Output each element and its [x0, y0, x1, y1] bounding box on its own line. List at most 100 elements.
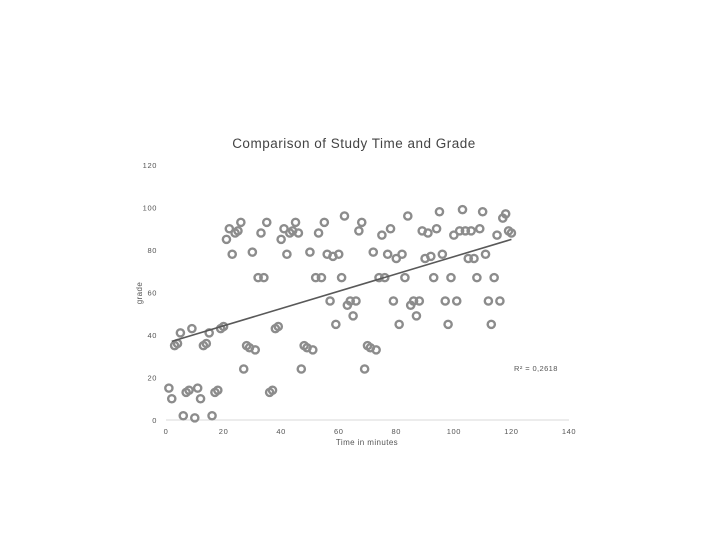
data-point: [178, 410, 189, 421]
data-point: [261, 217, 272, 228]
data-point: [201, 338, 212, 349]
data-point: [305, 247, 315, 257]
data-point: [356, 217, 367, 228]
data-point: [192, 383, 203, 393]
data-point: [469, 253, 479, 264]
data-point: [460, 226, 471, 236]
data-point: [480, 249, 491, 260]
y-tick-label: 60: [147, 289, 157, 298]
x-tick-label: 0: [164, 427, 169, 436]
data-point: [195, 393, 206, 404]
data-point: [175, 328, 186, 338]
trendline: [171, 238, 512, 343]
data-point: [474, 223, 485, 234]
data-point: [164, 383, 174, 393]
x-axis-label: Time in minutes: [336, 438, 398, 447]
data-point: [238, 364, 249, 374]
data-point: [250, 345, 261, 355]
data-point: [454, 226, 465, 236]
data-point: [411, 311, 422, 321]
data-point: [313, 228, 324, 238]
data-point: [451, 296, 462, 306]
data-point: [440, 296, 451, 306]
data-point: [351, 296, 361, 306]
y-tick-label: 100: [143, 204, 157, 213]
x-tick-label: 140: [562, 427, 576, 436]
data-point: [221, 234, 232, 245]
data-point: [236, 217, 246, 228]
data-point: [492, 230, 502, 240]
r-squared-label: R² = 0,2618: [514, 364, 558, 373]
data-point: [308, 345, 318, 355]
y-tick-label: 20: [147, 374, 157, 383]
data-point: [293, 228, 304, 238]
data-point: [207, 410, 217, 421]
x-tick-label: 80: [392, 427, 402, 436]
data-point: [290, 217, 301, 228]
data-point: [282, 249, 292, 260]
data-point: [339, 211, 350, 221]
chart-title: Comparison of Study Time and Grade: [232, 136, 476, 151]
data-point: [489, 272, 499, 283]
data-point: [247, 247, 258, 257]
data-point: [457, 204, 468, 215]
data-point: [397, 249, 407, 260]
data-point: [477, 206, 488, 217]
data-point: [359, 364, 370, 374]
data-point: [348, 311, 358, 321]
data-point: [371, 345, 381, 355]
data-point: [325, 296, 335, 306]
x-tick-label: 40: [276, 427, 286, 436]
data-point: [319, 217, 330, 228]
data-point: [437, 249, 448, 260]
data-point: [259, 272, 269, 283]
data-point: [345, 296, 356, 306]
data-point: [166, 393, 177, 404]
data-point: [333, 249, 344, 260]
data-point: [213, 385, 223, 396]
data-point: [486, 319, 497, 330]
data-point: [426, 251, 436, 262]
data-point: [377, 230, 387, 240]
data-point: [253, 272, 263, 283]
data-point: [431, 223, 442, 234]
data-point: [227, 249, 238, 260]
data-point: [394, 319, 404, 330]
data-point: [402, 211, 413, 221]
data-point: [463, 253, 474, 264]
data-point: [354, 226, 364, 236]
data-point: [316, 272, 327, 283]
data-point: [368, 247, 379, 257]
y-axis-label: grade: [135, 282, 144, 305]
data-point: [443, 319, 453, 330]
data-point: [446, 272, 456, 283]
data-point: [400, 272, 410, 283]
data-point: [310, 272, 321, 283]
data-point: [428, 272, 439, 283]
data-point: [189, 413, 200, 423]
data-point: [336, 272, 347, 283]
data-point: [434, 206, 445, 217]
data-point: [483, 296, 494, 306]
data-point: [296, 364, 307, 374]
data-point: [385, 223, 396, 234]
y-tick-label: 80: [147, 246, 157, 255]
data-point: [506, 228, 517, 238]
data-point: [331, 319, 341, 330]
y-tick-label: 0: [152, 416, 157, 425]
data-point: [500, 209, 511, 219]
data-point: [267, 385, 278, 396]
x-axis: 0 20 40 60 80 100 120 140: [164, 427, 576, 436]
data-point: [414, 296, 425, 306]
data-point: [204, 328, 214, 338]
y-tick-label: 120: [143, 161, 157, 170]
data-point: [187, 323, 197, 334]
data-point: [466, 226, 476, 236]
data-point: [408, 296, 419, 306]
x-tick-label: 20: [219, 427, 229, 436]
data-points: [164, 204, 517, 423]
data-point: [495, 296, 505, 306]
y-axis: 0 20 40 60 80 100 120: [143, 161, 157, 425]
x-tick-label: 60: [334, 427, 344, 436]
